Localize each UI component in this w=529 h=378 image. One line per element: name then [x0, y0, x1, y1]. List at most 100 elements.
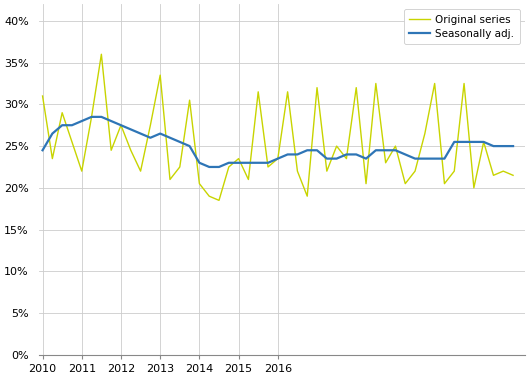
- Seasonally adj.: [304, 148, 311, 153]
- Seasonally adj.: [441, 156, 448, 161]
- Original series: [402, 181, 408, 186]
- Original series: [79, 169, 85, 174]
- Original series: [372, 81, 379, 86]
- Line: Seasonally adj.: Seasonally adj.: [42, 117, 513, 167]
- Seasonally adj.: [471, 139, 477, 144]
- Seasonally adj.: [186, 144, 193, 148]
- Original series: [500, 169, 506, 174]
- Original series: [118, 123, 124, 127]
- Seasonally adj.: [432, 156, 438, 161]
- Seasonally adj.: [127, 127, 134, 132]
- Seasonally adj.: [363, 156, 369, 161]
- Original series: [138, 169, 144, 174]
- Seasonally adj.: [108, 119, 114, 123]
- Original series: [422, 131, 428, 136]
- Seasonally adj.: [138, 131, 144, 136]
- Original series: [471, 186, 477, 190]
- Original series: [196, 181, 203, 186]
- Seasonally adj.: [49, 131, 56, 136]
- Seasonally adj.: [372, 148, 379, 153]
- Original series: [177, 165, 183, 169]
- Seasonally adj.: [177, 139, 183, 144]
- Original series: [461, 81, 467, 86]
- Seasonally adj.: [69, 123, 75, 127]
- Original series: [88, 115, 95, 119]
- Seasonally adj.: [157, 131, 163, 136]
- Original series: [108, 148, 114, 153]
- Seasonally adj.: [88, 115, 95, 119]
- Seasonally adj.: [39, 148, 45, 153]
- Original series: [353, 85, 359, 90]
- Legend: Original series, Seasonally adj.: Original series, Seasonally adj.: [404, 9, 519, 44]
- Seasonally adj.: [451, 139, 458, 144]
- Original series: [441, 181, 448, 186]
- Original series: [343, 156, 350, 161]
- Original series: [412, 169, 418, 174]
- Original series: [39, 94, 45, 98]
- Seasonally adj.: [324, 156, 330, 161]
- Original series: [245, 177, 252, 182]
- Original series: [451, 169, 458, 174]
- Seasonally adj.: [98, 115, 105, 119]
- Original series: [432, 81, 438, 86]
- Original series: [59, 110, 66, 115]
- Seasonally adj.: [510, 144, 516, 148]
- Original series: [382, 161, 389, 165]
- Original series: [480, 139, 487, 144]
- Seasonally adj.: [265, 161, 271, 165]
- Seasonally adj.: [245, 161, 252, 165]
- Original series: [294, 169, 300, 174]
- Original series: [226, 165, 232, 169]
- Original series: [186, 98, 193, 102]
- Seasonally adj.: [285, 152, 291, 157]
- Seasonally adj.: [59, 123, 66, 127]
- Seasonally adj.: [333, 156, 340, 161]
- Original series: [167, 177, 173, 182]
- Original series: [147, 123, 153, 127]
- Original series: [216, 198, 222, 203]
- Seasonally adj.: [490, 144, 497, 148]
- Seasonally adj.: [343, 152, 350, 157]
- Seasonally adj.: [500, 144, 506, 148]
- Seasonally adj.: [255, 161, 261, 165]
- Seasonally adj.: [422, 156, 428, 161]
- Seasonally adj.: [382, 148, 389, 153]
- Seasonally adj.: [118, 123, 124, 127]
- Seasonally adj.: [226, 161, 232, 165]
- Seasonally adj.: [393, 148, 399, 153]
- Original series: [49, 156, 56, 161]
- Seasonally adj.: [461, 139, 467, 144]
- Original series: [490, 173, 497, 178]
- Original series: [304, 194, 311, 198]
- Seasonally adj.: [216, 165, 222, 169]
- Original series: [235, 156, 242, 161]
- Seasonally adj.: [196, 161, 203, 165]
- Original series: [285, 90, 291, 94]
- Seasonally adj.: [147, 135, 153, 140]
- Original series: [206, 194, 212, 198]
- Original series: [265, 165, 271, 169]
- Seasonally adj.: [412, 156, 418, 161]
- Original series: [314, 85, 320, 90]
- Seasonally adj.: [167, 135, 173, 140]
- Seasonally adj.: [79, 119, 85, 123]
- Seasonally adj.: [235, 161, 242, 165]
- Original series: [255, 90, 261, 94]
- Original series: [324, 169, 330, 174]
- Original series: [275, 156, 281, 161]
- Seasonally adj.: [402, 152, 408, 157]
- Original series: [69, 139, 75, 144]
- Seasonally adj.: [206, 165, 212, 169]
- Seasonally adj.: [353, 152, 359, 157]
- Seasonally adj.: [294, 152, 300, 157]
- Original series: [393, 144, 399, 148]
- Seasonally adj.: [275, 156, 281, 161]
- Seasonally adj.: [480, 139, 487, 144]
- Line: Original series: Original series: [42, 54, 513, 200]
- Original series: [98, 52, 105, 57]
- Original series: [127, 148, 134, 153]
- Seasonally adj.: [314, 148, 320, 153]
- Original series: [510, 173, 516, 178]
- Original series: [363, 181, 369, 186]
- Original series: [157, 73, 163, 77]
